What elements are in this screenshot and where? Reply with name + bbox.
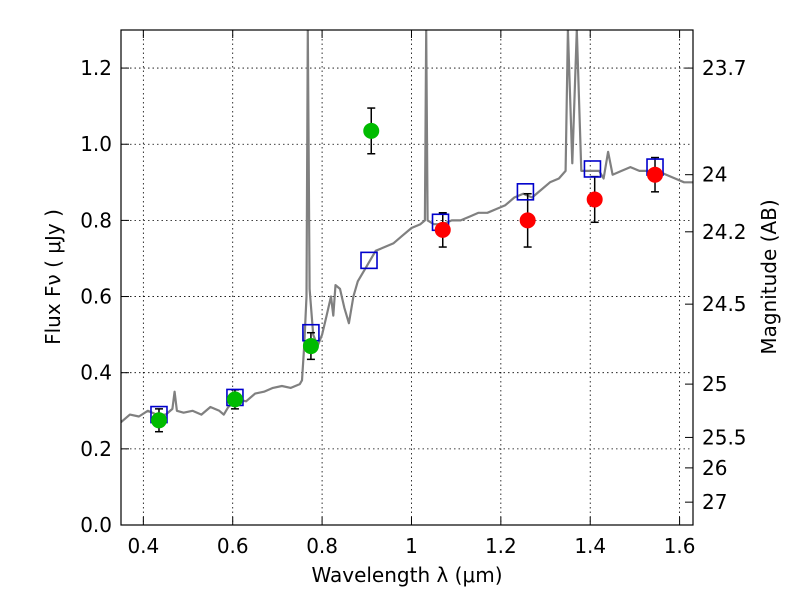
plot-frame	[120, 29, 694, 526]
y-tick-label: 0.2	[80, 437, 112, 461]
circle-marker	[302, 338, 319, 355]
data-markers	[150, 122, 664, 429]
circle-marker	[150, 412, 167, 429]
y-tick-label: 0.6	[80, 285, 112, 309]
square-marker	[516, 183, 535, 201]
x-tick-label: 0.4	[127, 534, 159, 558]
y-axis: 0.0 0.2 0.4 0.6 0.8 1.0 1.2	[80, 56, 129, 537]
right-tick-label: 27	[702, 490, 727, 514]
x-axis-label: Wavelength λ (μm)	[311, 563, 502, 587]
x-tick-label: 1.2	[485, 534, 517, 558]
y-tick-label: 0.4	[80, 361, 112, 385]
y-tick-label: 1.2	[80, 56, 112, 80]
right-axis-label: Magnitude (AB)	[757, 199, 781, 354]
y-tick-label: 0.0	[80, 513, 112, 537]
square-marker	[583, 160, 602, 178]
circle-marker	[586, 191, 603, 208]
circle-marker	[647, 166, 664, 183]
y-axis-label: Flux Fν ( μJy )	[41, 209, 65, 345]
right-tick-label: 23.7	[702, 56, 747, 80]
right-tick-label: 24.2	[702, 220, 747, 244]
x-axis: 0.4 0.6 0.8 1 1.2 1.4 1.6	[127, 30, 696, 558]
circle-marker	[363, 122, 380, 139]
square-marker	[360, 251, 378, 270]
spectrum-line	[121, 30, 693, 424]
x-tick-label: 1	[405, 534, 418, 558]
circle-marker	[226, 391, 243, 408]
circle-marker	[519, 212, 536, 229]
x-tick-label: 1.4	[574, 534, 606, 558]
x-tick-label: 1.6	[664, 534, 696, 558]
model-spectrum	[121, 30, 693, 424]
grid	[121, 30, 693, 526]
y-tick-label: 0.8	[80, 208, 112, 232]
y-tick-label: 1.0	[80, 132, 112, 156]
plot-background	[121, 30, 693, 525]
circle-marker	[434, 221, 451, 238]
right-tick-label: 26	[702, 456, 727, 480]
x-tick-label: 0.8	[306, 534, 338, 558]
right-tick-label: 24	[702, 163, 727, 187]
right-axis: 23.7 24 24.2 24.5 25 25.5 26 27	[685, 56, 747, 514]
right-tick-label: 25	[702, 372, 727, 396]
right-tick-label: 24.5	[702, 292, 747, 316]
x-tick-label: 0.6	[217, 534, 249, 558]
right-tick-label: 25.5	[702, 425, 747, 449]
